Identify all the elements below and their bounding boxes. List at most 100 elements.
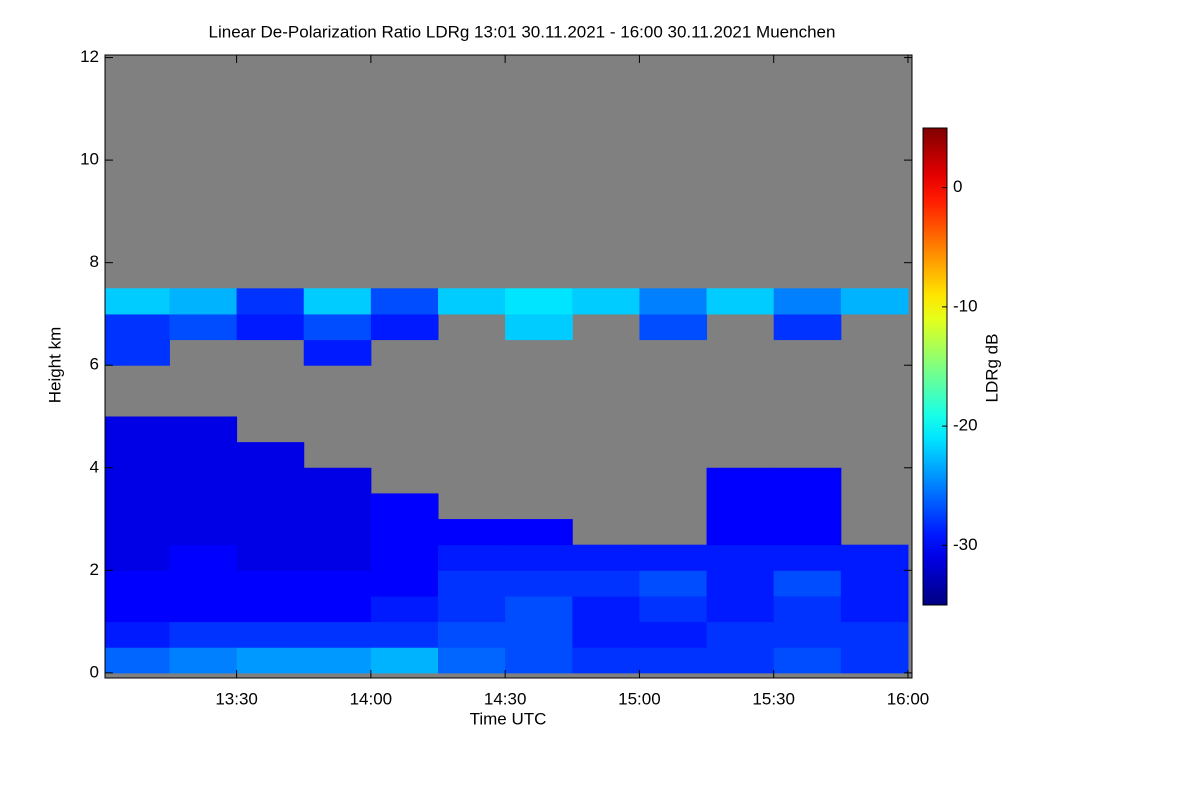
heatmap-cell	[236, 493, 305, 520]
heatmap-cell	[505, 621, 573, 648]
y-tick-label: 12	[80, 47, 99, 66]
heatmap-cell	[706, 519, 775, 546]
heatmap-cell	[236, 519, 305, 546]
heatmap-cell	[303, 519, 372, 546]
heatmap-cell	[505, 288, 573, 315]
heatmap-cell	[370, 595, 439, 623]
plot-frame	[104, 54, 913, 679]
colorbar-label: LDRg dB	[982, 334, 1001, 403]
heatmap-cell	[105, 313, 170, 341]
heatmap-cell	[105, 339, 170, 366]
heatmap-cell	[370, 544, 439, 571]
heatmap-cell	[639, 544, 708, 571]
heatmap-cell	[303, 621, 372, 648]
heatmap-cell	[169, 442, 238, 469]
heatmap-cell	[706, 288, 775, 315]
heatmap-cell	[505, 544, 573, 571]
heatmap-cell	[370, 519, 439, 546]
heatmap-cell	[572, 544, 640, 571]
heatmap-cell	[706, 467, 775, 494]
heatmap-cell	[773, 595, 842, 623]
x-tick-label: 14:30	[484, 689, 527, 708]
heatmap-cell	[236, 647, 305, 674]
y-tick-label: 2	[90, 560, 99, 579]
heatmap-cell	[840, 621, 909, 648]
heatmap-cell	[706, 595, 775, 623]
colorbar	[922, 127, 948, 606]
heatmap-cell	[773, 621, 842, 648]
heatmap-cell	[773, 288, 842, 315]
y-tick-label: 6	[90, 355, 99, 374]
y-tick-label: 0	[90, 662, 99, 681]
heatmap-cell	[639, 621, 708, 648]
heatmap-cell	[438, 288, 506, 315]
heatmap-cell	[303, 647, 372, 674]
heatmap-cell	[236, 288, 305, 315]
x-tick-label: 13:30	[215, 689, 258, 708]
heatmap-cell	[773, 544, 842, 571]
heatmap-cell	[370, 313, 439, 341]
heatmap-cell	[438, 570, 506, 597]
heatmap-cell	[169, 288, 238, 315]
heatmap-cell	[505, 313, 573, 341]
heatmap-cell	[505, 519, 573, 546]
colorbar-tick-label: -30	[953, 535, 978, 554]
heatmap-cell	[370, 288, 439, 315]
heatmap-cell	[105, 493, 170, 520]
heatmap-cell	[840, 570, 909, 597]
heatmap-cell	[236, 467, 305, 494]
x-tick-label: 15:00	[618, 689, 661, 708]
heatmap-cell	[706, 621, 775, 648]
x-tick-label: 14:00	[350, 689, 393, 708]
y-tick-label: 4	[90, 457, 99, 476]
heatmap-cell	[840, 647, 909, 674]
heatmap-cell	[438, 544, 506, 571]
colorbar-tick-label: 0	[953, 177, 962, 196]
heatmap-cell	[105, 621, 170, 648]
heatmap-cell	[438, 519, 506, 546]
heatmap-cell	[639, 647, 708, 674]
y-tick-label: 8	[90, 252, 99, 271]
heatmap-cell	[169, 544, 238, 571]
heatmap-cell	[169, 493, 238, 520]
heatmap-cell	[572, 647, 640, 674]
heatmap-cell	[706, 493, 775, 520]
heatmap-cells	[105, 288, 909, 674]
heatmap-cell	[303, 493, 372, 520]
x-axis-label: Time UTC	[470, 709, 547, 728]
heatmap-cell	[370, 621, 439, 648]
heatmap-cell	[370, 570, 439, 597]
colorbar-tick-label: -20	[953, 416, 978, 435]
heatmap-cell	[505, 570, 573, 597]
heatmap-cell	[105, 442, 170, 469]
heatmap-cell	[303, 467, 372, 494]
y-axis-label: Height km	[45, 327, 64, 404]
heatmap-cell	[370, 493, 439, 520]
colorbar-tick-label: -10	[953, 296, 978, 315]
heatmap-cell	[169, 621, 238, 648]
heatmap-cell	[236, 442, 305, 469]
heatmap-cell	[773, 467, 842, 494]
heatmap-cell	[169, 595, 238, 623]
heatmap-cell	[236, 595, 305, 623]
heatmap-cell	[105, 544, 170, 571]
heatmap-cell	[773, 493, 842, 520]
heatmap-cell	[438, 621, 506, 648]
heatmap-cell	[169, 313, 238, 341]
heatmap-cell	[706, 647, 775, 674]
heatmap-cell	[840, 595, 909, 623]
x-tick-label: 15:30	[752, 689, 795, 708]
heatmap-cell	[236, 621, 305, 648]
heatmap-cell	[169, 467, 238, 494]
heatmap-cell	[773, 313, 842, 341]
heatmap-cell	[105, 519, 170, 546]
heatmap-cell	[105, 647, 170, 674]
heatmap-cell	[105, 595, 170, 623]
heatmap-cell	[572, 621, 640, 648]
heatmap-cell	[438, 595, 506, 623]
heatmap-cell	[236, 313, 305, 341]
heatmap-cell	[639, 570, 708, 597]
x-tick-label: 16:00	[887, 689, 930, 708]
heatmap-cell	[236, 570, 305, 597]
heatmap-cell	[773, 647, 842, 674]
